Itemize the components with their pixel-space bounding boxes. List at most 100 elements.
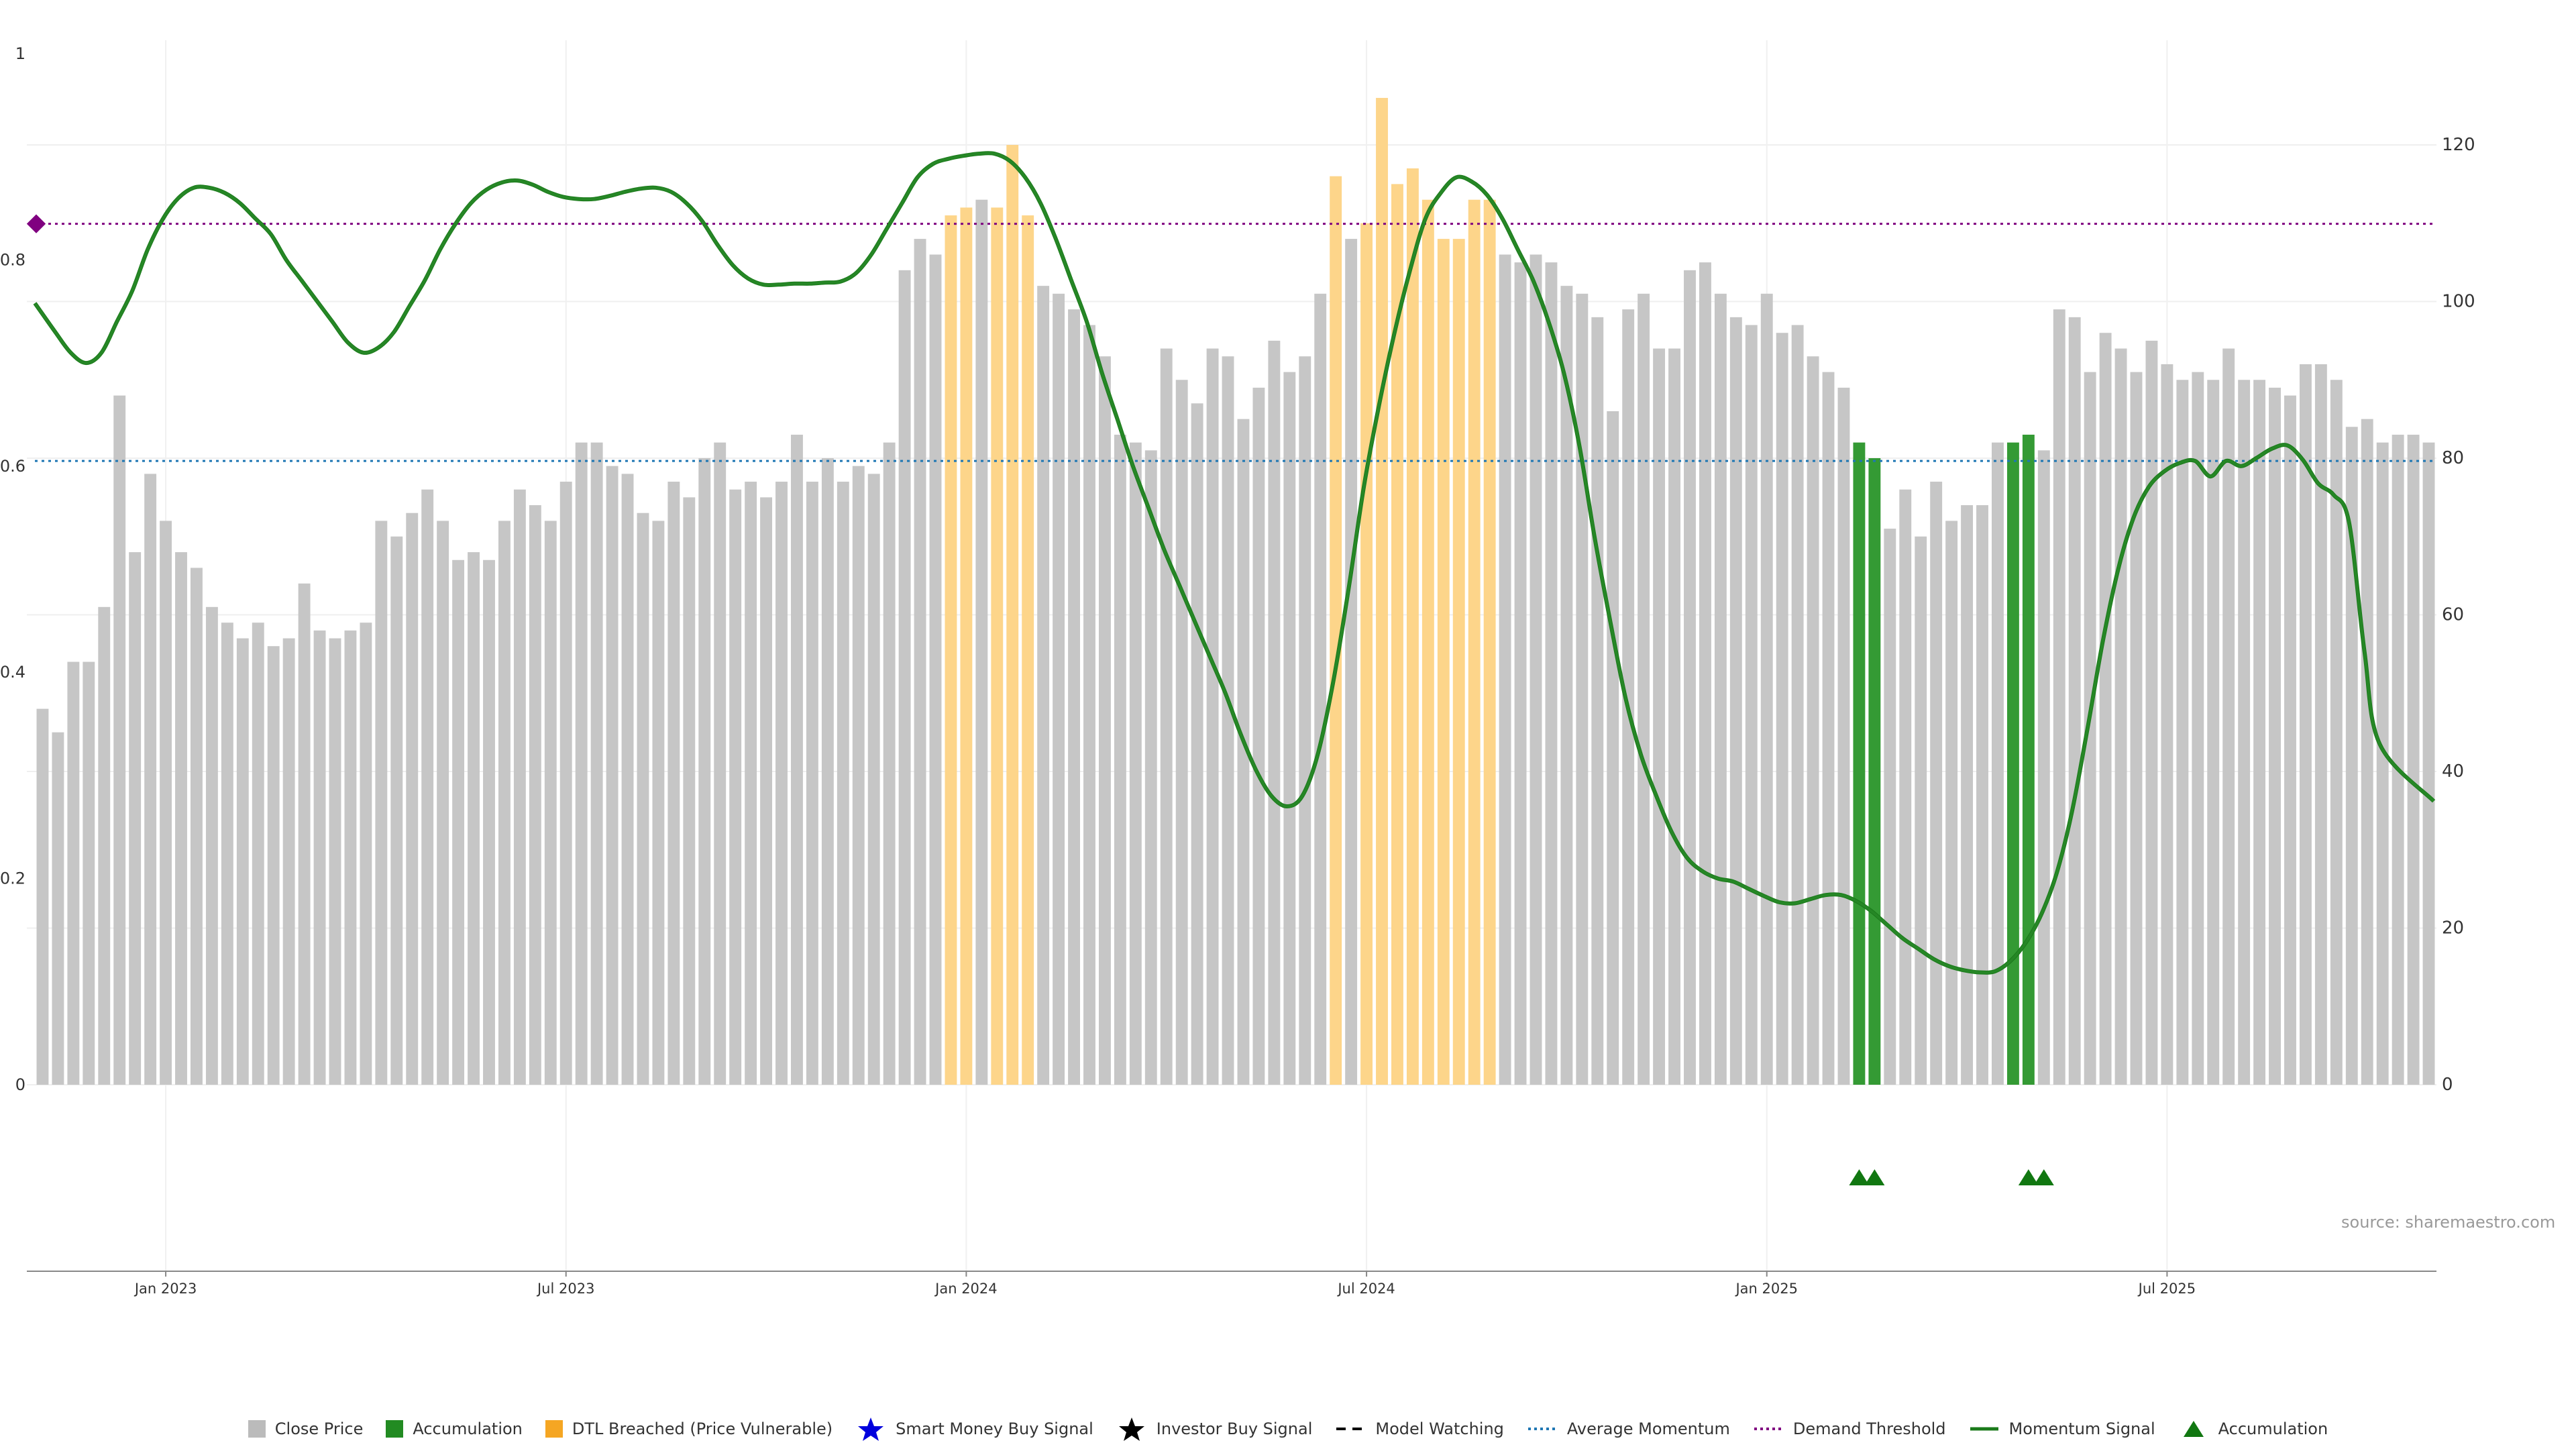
close-price-bar bbox=[667, 482, 680, 1085]
close-price-bar bbox=[791, 434, 803, 1085]
close-price-bar bbox=[2284, 395, 2296, 1085]
close-price-bar bbox=[375, 521, 388, 1085]
legend-item: Momentum Signal bbox=[1969, 1415, 2155, 1442]
close-price-bar bbox=[2376, 442, 2389, 1085]
close-price-bar bbox=[1607, 411, 1619, 1085]
left-tick-label: 1 bbox=[15, 44, 25, 63]
close-price-bar bbox=[98, 606, 111, 1085]
close-price-bar bbox=[205, 606, 218, 1085]
close-price-bar bbox=[1129, 442, 1142, 1085]
close-price-bar bbox=[2222, 348, 2235, 1085]
legend-line-icon bbox=[1970, 1427, 1998, 1431]
close-price-bar bbox=[2053, 309, 2065, 1085]
x-tick-label: Jan 2023 bbox=[133, 1281, 197, 1297]
close-price-bar bbox=[2407, 434, 2420, 1085]
close-price-bar bbox=[2114, 348, 2127, 1085]
legend-square-icon bbox=[248, 1420, 266, 1438]
close-price-bar bbox=[2161, 364, 2174, 1085]
close-price-bar bbox=[883, 442, 896, 1085]
close-price-bar bbox=[606, 466, 619, 1085]
left-tick-label: 0 bbox=[15, 1075, 25, 1094]
dtl-breached-bar bbox=[945, 215, 957, 1085]
legend-label: Momentum Signal bbox=[2008, 1419, 2155, 1438]
close-price-bar bbox=[1545, 262, 1558, 1085]
close-price-bar bbox=[760, 497, 773, 1085]
close-price-bar bbox=[2299, 364, 2312, 1085]
legend-square-icon bbox=[386, 1420, 404, 1438]
close-price-bar bbox=[1837, 387, 1850, 1085]
close-price-bar bbox=[1053, 293, 1065, 1085]
close-price-bar bbox=[1822, 372, 1835, 1085]
close-price-bar bbox=[652, 521, 665, 1085]
close-price-bar bbox=[1560, 286, 1573, 1085]
accumulation-triangle bbox=[1849, 1169, 1870, 1185]
close-price-bar bbox=[1514, 262, 1527, 1085]
close-price-bar bbox=[1314, 293, 1327, 1085]
close-price-bar bbox=[867, 474, 880, 1085]
legend-triangle-icon bbox=[2183, 1421, 2204, 1437]
close-price-bar bbox=[36, 708, 49, 1085]
accumulation-bar bbox=[2006, 442, 2019, 1085]
close-price-bar bbox=[975, 199, 988, 1085]
close-price-bar bbox=[344, 630, 357, 1085]
accumulation-triangle bbox=[2033, 1169, 2054, 1185]
close-price-bar bbox=[1114, 434, 1126, 1085]
legend-item: Investor Buy Signal bbox=[1116, 1415, 1312, 1442]
close-price-bar bbox=[590, 442, 603, 1085]
close-price-bar bbox=[1083, 325, 1095, 1085]
legend-item: Accumulation bbox=[2178, 1415, 2328, 1442]
legend-star-icon bbox=[1118, 1417, 1144, 1441]
close-price-bar bbox=[267, 646, 280, 1085]
close-price-bar bbox=[1899, 489, 1912, 1085]
close-price-bar bbox=[390, 536, 403, 1085]
dtl-breached-bar bbox=[1437, 239, 1450, 1085]
close-price-bar bbox=[468, 552, 480, 1085]
left-tick-label: 0.8 bbox=[0, 250, 25, 269]
close-price-bar bbox=[745, 482, 757, 1085]
x-tick-label: Jul 2023 bbox=[536, 1281, 594, 1297]
close-price-bar bbox=[191, 568, 203, 1085]
close-price-bar bbox=[1299, 356, 1311, 1085]
legend-label: Average Momentum bbox=[1566, 1419, 1730, 1438]
close-price-bar bbox=[1961, 505, 1974, 1085]
right-tick-label: 60 bbox=[2442, 605, 2464, 625]
close-price-bar bbox=[1499, 254, 1511, 1085]
dtl-breached-bar bbox=[1391, 184, 1403, 1085]
close-price-bar bbox=[698, 458, 711, 1085]
axes: Jan 2023 Jul 2023 Jan 2024 Jul 2024 Jan 2025… bbox=[0, 44, 2475, 1297]
legend-item: Accumulation bbox=[386, 1419, 523, 1438]
close-price-bar bbox=[452, 559, 465, 1085]
close-price-bar bbox=[1191, 403, 1203, 1085]
close-price-bar bbox=[83, 661, 95, 1085]
close-price-bar bbox=[821, 458, 834, 1085]
right-tick-label: 80 bbox=[2442, 448, 2464, 468]
dtl-breached-bar bbox=[1330, 176, 1342, 1085]
close-price-bar bbox=[2068, 317, 2081, 1085]
close-price-bar bbox=[2330, 380, 2343, 1085]
close-price-bar bbox=[1684, 270, 1696, 1085]
close-price-bar bbox=[483, 559, 495, 1085]
close-price-bar bbox=[2084, 372, 2096, 1085]
close-price-bar bbox=[1745, 325, 1758, 1085]
close-price-bar bbox=[52, 732, 64, 1085]
close-price-bar bbox=[2176, 380, 2189, 1085]
close-price-bar bbox=[175, 552, 187, 1085]
close-price-bar bbox=[513, 489, 526, 1085]
close-price-bar bbox=[1576, 293, 1589, 1085]
close-price-bar bbox=[729, 489, 742, 1085]
close-price-bar bbox=[806, 482, 818, 1085]
close-price-bar bbox=[1776, 333, 1788, 1085]
close-price-bar bbox=[2037, 450, 2050, 1085]
close-price-bar bbox=[1653, 348, 1666, 1085]
close-price-bar bbox=[1068, 309, 1080, 1085]
x-tick-label: Jul 2024 bbox=[1336, 1281, 1395, 1297]
close-price-bar bbox=[1699, 262, 1711, 1085]
legend-item: Model Watching bbox=[1335, 1415, 1504, 1442]
close-price-bar bbox=[221, 623, 233, 1085]
legend-dashed-line-icon bbox=[1336, 1428, 1365, 1430]
close-price-bar bbox=[160, 521, 172, 1085]
close-price-bar bbox=[2392, 434, 2404, 1085]
dtl-breached-bar bbox=[1421, 199, 1434, 1085]
close-price-bar bbox=[898, 270, 911, 1085]
close-price-bar bbox=[929, 254, 942, 1085]
